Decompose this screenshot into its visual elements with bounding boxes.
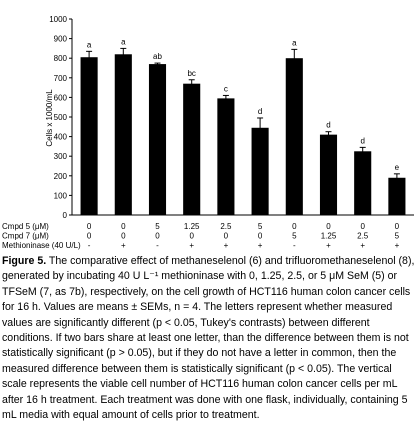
- value-label: a: [292, 38, 297, 47]
- condition-value: 0: [155, 232, 160, 241]
- condition-value: 0: [121, 222, 126, 231]
- bar: [251, 127, 269, 215]
- condition-name: Methioninase (40 U/L): [2, 241, 81, 250]
- caption-label: Figure 5.: [2, 255, 47, 267]
- condition-value: 1.25: [321, 232, 337, 241]
- condition-value: 2.5: [220, 222, 232, 231]
- caption: Figure 5. The comparative effect of meth…: [2, 254, 416, 423]
- y-tick-label: 800: [54, 54, 68, 63]
- condition-name: Cmpd 7 (μM): [2, 232, 49, 241]
- condition-value: 0: [224, 232, 229, 241]
- bar: [148, 64, 167, 215]
- value-label: d: [326, 121, 330, 130]
- condition-value: 2.5: [357, 232, 369, 241]
- y-tick-label: 300: [54, 152, 68, 161]
- bar: [114, 54, 132, 215]
- condition-value: 0: [87, 232, 92, 241]
- bar: [319, 134, 338, 215]
- value-label: bc: [187, 69, 195, 78]
- y-axis-label: Cells x 1000/mL: [45, 89, 54, 147]
- condition-value: +: [258, 241, 263, 250]
- condition-name: Cmpd 5 (μM): [2, 222, 49, 231]
- condition-value: 5: [155, 222, 160, 231]
- condition-value: 0: [292, 222, 297, 231]
- y-tick-label: 0: [63, 211, 68, 220]
- condition-value: +: [360, 241, 365, 250]
- bar: [354, 151, 372, 215]
- condition-value: 0: [87, 222, 92, 231]
- caption-text: The comparative effect of methaneselenol…: [2, 255, 415, 422]
- condition-value: 0: [360, 222, 365, 231]
- y-tick-label: 700: [54, 74, 68, 83]
- value-label: e: [395, 163, 400, 172]
- y-tick-label: 1000: [49, 15, 67, 24]
- value-label: ab: [153, 52, 162, 61]
- condition-value: -: [156, 241, 159, 250]
- value-label: a: [87, 40, 92, 49]
- condition-value: 0: [258, 232, 263, 241]
- value-label: d: [360, 136, 364, 145]
- condition-value: +: [224, 241, 229, 250]
- condition-value: 1.25: [184, 222, 200, 231]
- bar: [388, 177, 406, 215]
- condition-value: +: [326, 241, 331, 250]
- condition-value: -: [88, 241, 91, 250]
- condition-value: 0: [326, 222, 331, 231]
- condition-value: +: [395, 241, 400, 250]
- y-tick-label: 100: [54, 191, 68, 200]
- bar: [285, 58, 303, 216]
- value-label: a: [121, 37, 126, 46]
- condition-value: 0: [121, 232, 126, 241]
- condition-value: -: [293, 241, 296, 250]
- value-label: c: [224, 84, 228, 93]
- y-tick-label: 200: [54, 172, 68, 181]
- bar: [183, 83, 201, 216]
- bar: [217, 98, 235, 215]
- y-tick-label: 900: [54, 35, 68, 44]
- chart: Cells x 1000/mL 010020030040050060070080…: [2, 15, 414, 250]
- y-tick-label: 400: [54, 133, 68, 142]
- condition-value: 0: [189, 232, 194, 241]
- condition-value: 5: [292, 232, 297, 241]
- bar: [80, 57, 98, 215]
- condition-value: +: [189, 241, 194, 250]
- y-tick-label: 500: [54, 113, 68, 122]
- condition-value: 5: [395, 232, 400, 241]
- condition-value: 0: [395, 222, 400, 231]
- condition-value: 5: [258, 222, 263, 231]
- value-label: d: [258, 107, 262, 116]
- y-tick-label: 600: [54, 93, 68, 102]
- condition-value: +: [121, 241, 126, 250]
